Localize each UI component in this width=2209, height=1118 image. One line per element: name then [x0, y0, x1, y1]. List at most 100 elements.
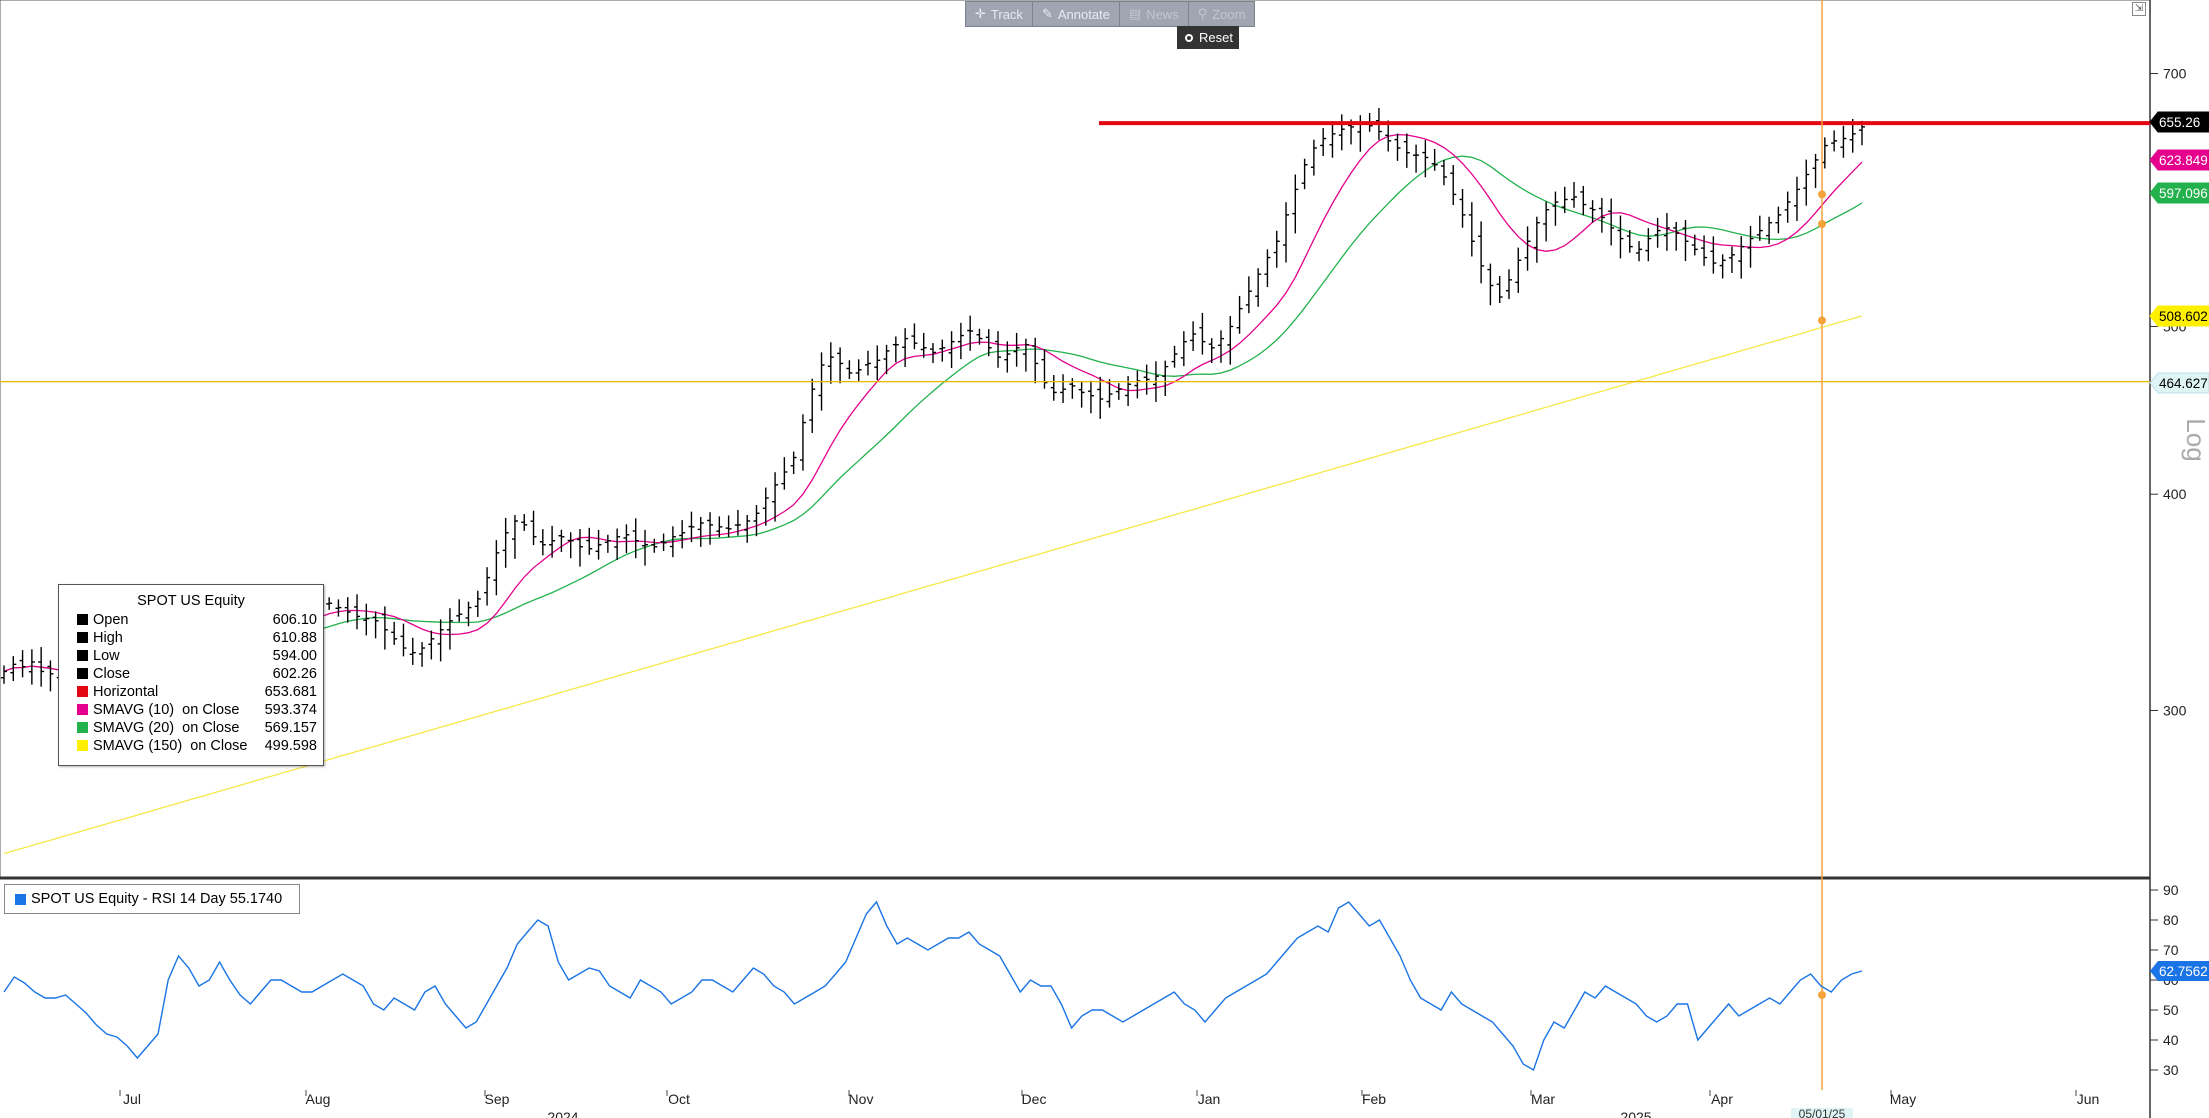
crosshair-date-label: 05/01/25 — [1799, 1107, 1846, 1118]
price-badge: 623.849 — [2149, 149, 2209, 171]
expand-icon[interactable]: ⇲ — [2132, 2, 2146, 16]
ohlc-bar — [1617, 215, 1624, 259]
time-tick-label: Aug — [306, 1091, 331, 1107]
ohlc-bar — [1, 665, 7, 684]
ohlc-bar — [1134, 370, 1141, 399]
ohlc-bar — [1320, 128, 1327, 157]
time-tick-label: Jan — [1198, 1091, 1221, 1107]
ohlc-bar — [1766, 216, 1773, 244]
ohlc-bar — [1775, 206, 1782, 234]
ohlc-bar — [642, 529, 649, 566]
ohlc-bar — [874, 345, 881, 381]
ohlc-bar — [920, 332, 927, 358]
ohlc-bar — [595, 529, 602, 560]
rsi-tick-label: 80 — [2163, 912, 2179, 928]
zoom-button[interactable]: ⚲ Zoom — [1189, 2, 1255, 26]
price-badges: 655.26 623.849 597.096 508.602 464.627 62.756… — [2149, 111, 2209, 981]
ohlc-bar — [1831, 130, 1838, 152]
ohlc-bar — [1162, 360, 1169, 396]
badge-value: 623.849 — [2159, 153, 2208, 168]
ohlc-bar — [744, 515, 751, 543]
legend-name: High — [93, 629, 123, 646]
ohlc-bar — [781, 457, 788, 490]
reset-button[interactable]: Reset — [1177, 26, 1239, 49]
ohlc-bar — [651, 538, 658, 553]
badge-shape — [2150, 961, 2209, 981]
ohlc-bar — [1171, 345, 1178, 368]
legend-value: 602.26 — [272, 665, 317, 682]
ohlc-bar — [549, 525, 556, 558]
price-tick-label: 700 — [2163, 66, 2187, 82]
ohlc-bar — [911, 323, 918, 350]
log-scale-label: Log — [2181, 418, 2209, 461]
ohlc-bar — [381, 606, 388, 650]
ohlc-bar — [1301, 158, 1308, 190]
ohlc-bar — [1440, 160, 1447, 186]
ohlc-bar — [1701, 235, 1708, 266]
ohlc-bar — [465, 601, 472, 627]
badge-shape — [2149, 182, 2209, 204]
legend-swatch — [77, 740, 88, 751]
ohlc-bar — [1571, 182, 1578, 208]
ohlc-bar — [1264, 249, 1271, 288]
ohlc-bar — [335, 599, 342, 617]
ohlc-bar — [1728, 246, 1735, 273]
zoom-label: Zoom — [1212, 6, 1246, 22]
time-tick-label: Jun — [2077, 1091, 2100, 1107]
crosshair-marker — [1818, 190, 1826, 199]
legend-name: SMAVG (20) on Close — [93, 719, 240, 736]
ohlc-bar — [1078, 381, 1085, 408]
crosshair-icon: ✛ — [975, 6, 986, 21]
badge-shape — [2149, 149, 2209, 171]
ohlc-bar — [1180, 331, 1187, 367]
legend-value: 593.374 — [264, 701, 317, 718]
ohlc-bar — [1710, 236, 1717, 274]
badge-shape — [2149, 372, 2209, 394]
ohlc-bar — [521, 514, 528, 531]
track-label: Track — [990, 6, 1023, 22]
ohlc-bar — [1283, 202, 1290, 263]
ohlc-bar — [772, 472, 779, 522]
ohlc-bar — [1050, 374, 1057, 401]
ohlc-bar — [1459, 188, 1466, 228]
ohlc-bar — [502, 517, 509, 568]
ohlc-bar — [892, 336, 899, 363]
ohlc-bar — [967, 315, 974, 351]
crosshair: 05/01/25 — [0, 0, 2150, 1118]
ohlc-bar — [1022, 338, 1029, 372]
ohlc-bar — [930, 343, 936, 364]
ohlc-bar — [1626, 230, 1633, 253]
ohlc-bar — [1524, 226, 1531, 271]
legend-row: Low 594.00 — [77, 647, 317, 664]
ohlc-legend[interactable]: SPOT US Equity Open 606.10 High 610.88 Low 59… — [58, 584, 324, 766]
badge-value: 62.7562 — [2159, 964, 2208, 979]
ohlc-bar — [939, 339, 946, 362]
rsi-swatch — [15, 893, 26, 905]
ohlc-bar — [623, 524, 630, 554]
rsi-line — [3, 900, 1863, 1072]
legend-swatch — [77, 614, 88, 625]
rsi-tick-label: 30 — [2163, 1062, 2179, 1078]
legend-swatch — [77, 668, 88, 679]
ohlc-bar — [1803, 159, 1810, 206]
track-button[interactable]: ✛ Track — [966, 2, 1033, 26]
rsi-legend[interactable]: SPOT US Equity - RSI 14 Day 55.1740 — [4, 884, 300, 914]
rsi-tick-label: 40 — [2163, 1032, 2179, 1048]
badge-value: 464.627 — [2159, 376, 2208, 391]
time-tick-label: Apr — [1711, 1091, 1733, 1107]
legend-value: 610.88 — [272, 629, 317, 646]
ohlc-bar — [474, 590, 481, 617]
legend-swatch — [77, 722, 88, 733]
annotate-button[interactable]: ✎ Annotate — [1033, 2, 1120, 26]
ohlc-bar — [558, 529, 565, 552]
ohlc-bar — [1682, 220, 1689, 262]
ohlc-bar — [400, 623, 407, 657]
rsi-tick-label: 90 — [2163, 882, 2179, 898]
ohlc-bar — [1329, 121, 1336, 158]
news-button[interactable]: ▤ News — [1120, 2, 1189, 26]
ohlc-bar — [1654, 217, 1661, 248]
legend-name: Open — [93, 611, 129, 628]
ohlc-bar — [1227, 316, 1234, 365]
radio-icon — [1185, 33, 1193, 42]
ohlc-bar — [47, 660, 54, 692]
